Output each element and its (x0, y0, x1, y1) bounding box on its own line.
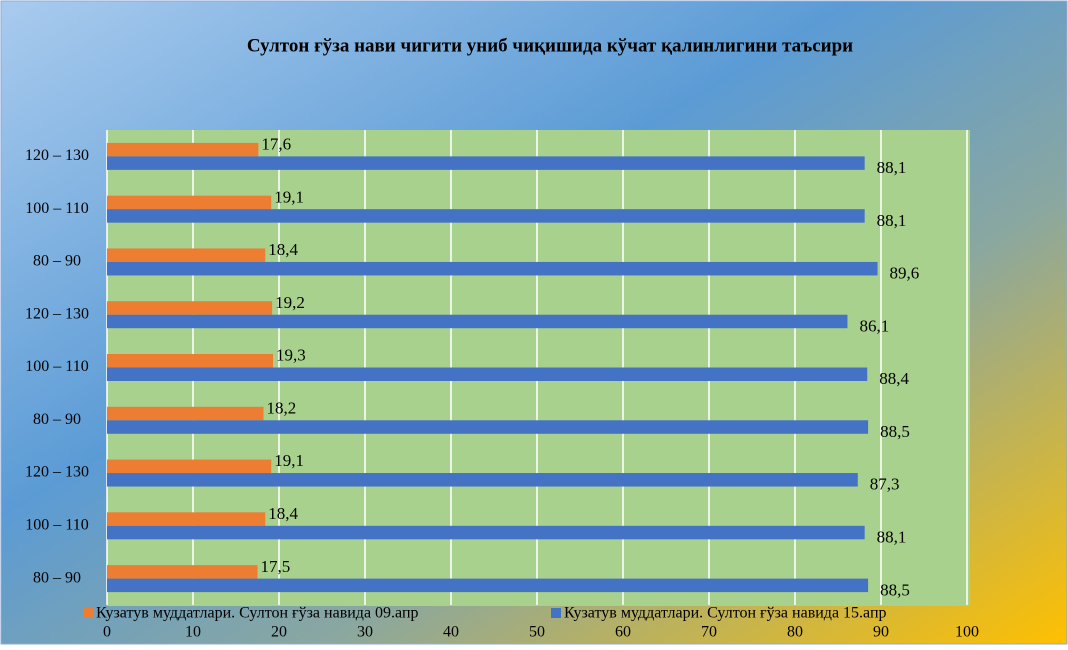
data-label: 18,2 (267, 398, 297, 417)
data-label: 18,4 (268, 240, 298, 259)
data-label: 17,5 (261, 557, 291, 576)
data-label: 89,6 (890, 264, 920, 283)
bar (107, 473, 858, 487)
x-tick-label: 60 (615, 624, 631, 641)
bar (107, 314, 848, 329)
x-tick-label: 50 (529, 624, 545, 641)
y-tick-label: 120 – 130 (25, 464, 89, 481)
data-label: 88,5 (880, 422, 910, 441)
legend-swatch (83, 608, 93, 618)
y-tick-label: 80 – 90 (33, 569, 81, 586)
bar (107, 420, 869, 434)
x-tick-label: 10 (185, 624, 201, 641)
bar (107, 565, 258, 579)
bar (107, 195, 272, 210)
bar (107, 142, 259, 157)
x-tick-label: 80 (787, 624, 803, 641)
data-label: 87,3 (870, 475, 900, 494)
data-label: 19,2 (275, 293, 305, 312)
y-tick-label: 100 – 110 (25, 517, 88, 534)
data-label: 88,1 (877, 158, 907, 177)
bar (107, 354, 273, 368)
bar (107, 406, 264, 421)
legend-label: Кузатув муддатлари. Султон ғўза навида 1… (564, 605, 887, 622)
y-tick-label: 100 – 110 (25, 200, 88, 217)
data-label: 88,1 (877, 211, 907, 230)
bar (107, 261, 878, 276)
bar (107, 578, 869, 593)
bar (107, 209, 865, 223)
data-label: 17,6 (261, 135, 291, 154)
bar (107, 525, 865, 540)
data-label: 88,1 (877, 527, 907, 546)
data-label: 18,4 (268, 504, 298, 523)
y-tick-label: 120 – 130 (25, 147, 89, 164)
bar (107, 156, 865, 170)
x-tick-label: 70 (701, 624, 717, 641)
y-tick-label: 120 – 130 (25, 305, 89, 322)
data-label: 88,5 (880, 580, 910, 599)
x-tick-label: 100 (955, 624, 979, 641)
bar (107, 459, 272, 474)
x-tick-label: 0 (103, 624, 111, 641)
y-tick-label: 100 – 110 (25, 358, 88, 375)
data-label: 86,1 (859, 316, 889, 335)
x-tick-label: 40 (443, 624, 459, 641)
legend-swatch (551, 608, 561, 618)
y-tick-label: 80 – 90 (33, 253, 81, 270)
x-tick-label: 30 (357, 624, 373, 641)
bar (107, 248, 266, 262)
data-label: 88,4 (879, 369, 909, 388)
data-label: 19,1 (274, 451, 304, 470)
chart-title: Султон ғўза нави чигити униб чиқишида кў… (247, 35, 853, 56)
x-tick-label: 20 (271, 624, 287, 641)
x-tick-label: 90 (873, 624, 889, 641)
data-label: 19,1 (274, 187, 304, 206)
bar (107, 367, 868, 381)
y-tick-label: 80 – 90 (33, 411, 81, 428)
bar (107, 301, 273, 315)
legend-label: Кузатув муддатлари. Султон ғўза навида 0… (96, 605, 419, 622)
bar (107, 512, 266, 526)
data-label: 19,3 (276, 346, 306, 365)
